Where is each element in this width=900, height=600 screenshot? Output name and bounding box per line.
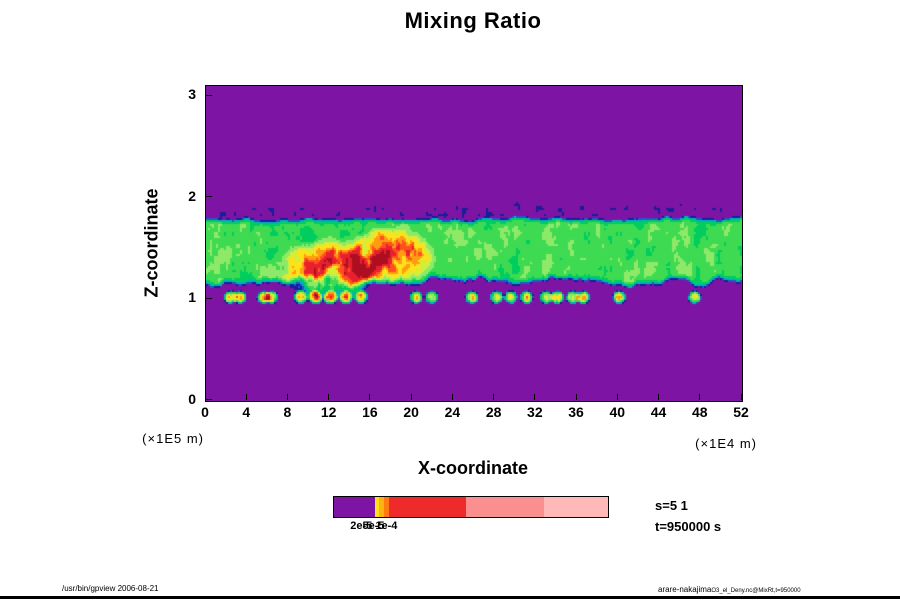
colorbar-segment xyxy=(465,497,545,517)
colorbar xyxy=(333,496,609,518)
x-tick-mark xyxy=(245,394,247,400)
x-tick-label: 40 xyxy=(609,404,626,420)
colorbar-segment xyxy=(388,497,467,517)
time-annotation: t=950000 s xyxy=(655,519,722,534)
x-tick-label: 48 xyxy=(691,404,708,420)
y-tick-label: 1 xyxy=(188,289,196,306)
x-tick-mark xyxy=(410,394,412,400)
x-tick-mark xyxy=(451,394,453,400)
y-tick-label: 0 xyxy=(188,391,196,407)
x-tick-label: 16 xyxy=(362,404,378,420)
x-tick-mark xyxy=(699,394,701,400)
x-tick-mark xyxy=(575,394,577,400)
x-tick-label: 0 xyxy=(201,404,209,420)
window-bottom-edge xyxy=(0,596,900,599)
colorbar-segment xyxy=(334,497,376,517)
x-tick-label: 36 xyxy=(568,404,584,420)
x-tick-mark xyxy=(534,394,536,400)
x-tick-mark xyxy=(328,394,330,400)
step-annotation: s=5 1 xyxy=(655,498,688,513)
plot-title: Mixing Ratio xyxy=(404,8,542,33)
x-tick-mark xyxy=(369,394,371,400)
plot-frame xyxy=(205,85,743,402)
x-tick-mark xyxy=(658,394,660,400)
x-tick-label: 4 xyxy=(242,404,251,420)
x-tick-label: 32 xyxy=(527,404,543,420)
y-tick-label: 3 xyxy=(188,86,196,103)
y-axis-label: Z-coordinate xyxy=(141,188,162,298)
x-tick-label: 28 xyxy=(485,404,502,420)
y-tick-mark xyxy=(206,196,212,198)
y-tick-mark xyxy=(206,398,212,400)
x-tick-mark xyxy=(286,394,288,400)
colorbar-tick-label: 5e-5 xyxy=(362,520,385,532)
x-tick-label: 24 xyxy=(444,404,461,420)
colorbar-segment xyxy=(543,497,608,517)
y-axis-unit: (×1E5 m) xyxy=(142,431,204,446)
x-tick-mark xyxy=(493,394,495,400)
x-tick-mark xyxy=(616,394,618,400)
y-tick-label: 2 xyxy=(188,187,196,204)
x-axis-unit: (×1E4 m) xyxy=(695,436,757,451)
x-tick-label: 20 xyxy=(403,404,419,420)
x-axis-label: X-coordinate xyxy=(417,458,528,478)
footer-model-name: arare-nakajima xyxy=(658,585,712,594)
x-tick-label: 44 xyxy=(650,404,667,420)
x-tick-label: 52 xyxy=(733,404,749,420)
x-tick-label: 8 xyxy=(283,404,292,420)
footer-model-text: arare-nakajimaO3_el_Deny.nc@MixRt,t=9500… xyxy=(658,585,801,594)
footer-command-text: /usr/bin/gpview 2006-08-21 xyxy=(62,584,159,593)
x-tick-mark xyxy=(204,394,206,400)
y-tick-mark xyxy=(206,297,212,299)
heatmap-canvas xyxy=(206,86,742,401)
footer-file-tag: O3_el_Deny.nc@MixRt,t=950000 xyxy=(711,588,801,594)
colorbar-tick-label: 1e-4 xyxy=(375,520,398,532)
y-tick-mark xyxy=(206,94,212,96)
colorbar-tick-label: 2e-5 xyxy=(350,520,373,532)
x-tick-mark xyxy=(740,394,742,400)
x-tick-label: 12 xyxy=(320,404,337,420)
